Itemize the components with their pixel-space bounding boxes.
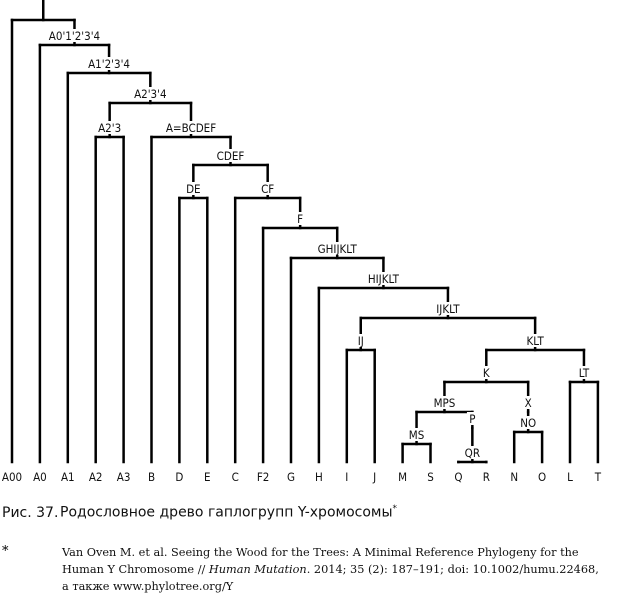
node-label-a2-3-4: A2'3'4 xyxy=(134,87,167,101)
label-background xyxy=(94,121,126,134)
leaf-label-o: O xyxy=(538,470,546,484)
node-label-ghijklt: GHIJKLT xyxy=(318,242,358,256)
label-background xyxy=(258,182,277,195)
label-background xyxy=(575,366,593,379)
haplogroup-tree: A00 A0'1'2'3'4 A0 A1'2'3'4 A1 A2'3'4 A2'3 A2 A3 A… xyxy=(2,0,602,484)
figure-title: Родословное древо гаплогрупп Y-хромосомы xyxy=(60,504,393,521)
label-background xyxy=(184,182,203,195)
node-label-a-eq-bcdef: A=BCDEF xyxy=(166,121,216,135)
label-background xyxy=(428,302,467,315)
leaf-label-a0: A0 xyxy=(33,470,47,484)
label-background xyxy=(480,366,492,379)
node-label-f: F xyxy=(297,212,303,226)
footnote-line-2-end: . 2014; 35 (2): 187–191; doi: 10.1002/hu… xyxy=(306,563,599,576)
leaf-label-a2: A2 xyxy=(89,470,103,484)
node-label-no: NO xyxy=(520,416,536,430)
leaf-label-g: G xyxy=(287,470,295,484)
label-background xyxy=(165,121,217,134)
label-background xyxy=(522,334,548,347)
label-background xyxy=(432,396,457,409)
label-background xyxy=(522,396,534,409)
node-label-a0-1-2-3-4: A0'1'2'3'4 xyxy=(49,29,100,43)
leaf-label-n: N xyxy=(510,470,518,484)
figure-caption: Рис. 37. Родословное древо гаплогрупп Y-х… xyxy=(2,504,397,521)
node-label-p: P xyxy=(469,412,475,426)
node-label-ijklt: IJKLT xyxy=(436,302,460,316)
footnote-line-2-start: Human Y Chromosome // xyxy=(62,563,209,576)
footnote-mark: * xyxy=(2,544,9,559)
node-label-ms: MS xyxy=(409,428,425,442)
leaf-label-m: M xyxy=(398,470,407,484)
label-background xyxy=(294,212,306,225)
leaf-label-c: C xyxy=(232,470,239,484)
node-label-hijklt: HIJKLT xyxy=(368,272,400,286)
footnote-line-3: а также www.phylotree.org/Y xyxy=(62,580,234,593)
leaf-label-h: H xyxy=(315,470,323,484)
leaf-label-d: D xyxy=(175,470,183,484)
label-background xyxy=(361,272,406,285)
leaf-label-f2: F2 xyxy=(257,470,270,484)
figure-number: Рис. 37. xyxy=(2,504,59,521)
node-label-lt: LT xyxy=(579,366,590,380)
leaf-label-s: S xyxy=(427,470,434,484)
node-label-cdef: CDEF xyxy=(217,149,245,163)
leaf-label-a00: A00 xyxy=(2,470,22,484)
leaf-label-r: R xyxy=(483,470,490,484)
leaf-label-a3: A3 xyxy=(117,470,131,484)
node-label-a1-2-3-4: A1'2'3'4 xyxy=(88,57,130,71)
leaf-label-i: I xyxy=(345,470,348,484)
node-label-x: X xyxy=(525,396,532,410)
node-label-qr: QR xyxy=(465,446,480,460)
leaf-label-t: T xyxy=(594,470,602,484)
footnote-reference: * xyxy=(392,504,398,514)
node-label-cf: CF xyxy=(261,182,274,196)
label-background xyxy=(311,242,364,255)
footnote-line-1: Van Oven M. et al. Seeing the Wood for t… xyxy=(62,546,579,559)
node-label-mps: MPS xyxy=(434,396,456,410)
node-label-ij: IJ xyxy=(358,334,364,348)
label-background xyxy=(79,57,139,70)
leaf-label-a1: A1 xyxy=(61,470,75,484)
leaf-label-j: J xyxy=(372,470,376,484)
leaf-label-l: L xyxy=(567,470,573,484)
leaf-label-q: Q xyxy=(454,470,462,484)
label-background xyxy=(519,416,537,429)
label-background xyxy=(466,412,478,425)
leaf-label-e: E xyxy=(204,470,211,484)
footnote: Van Oven M. et al. Seeing the Wood for t… xyxy=(62,544,618,595)
leaf-label-b: B xyxy=(148,470,155,484)
label-background xyxy=(127,87,173,100)
label-background xyxy=(38,29,111,42)
node-label-klt: KLT xyxy=(526,334,544,348)
label-background xyxy=(351,334,370,347)
footnote-line-2: Human Y Chromosome // Human Mutation. 20… xyxy=(62,561,618,578)
node-label-k: K xyxy=(483,366,490,380)
journal-title: Human Mutation xyxy=(208,563,307,576)
node-label-a2-3: A2'3 xyxy=(98,121,121,135)
label-background xyxy=(463,446,482,459)
label-background xyxy=(407,428,426,441)
node-label-de: DE xyxy=(186,182,201,196)
label-background xyxy=(214,149,247,162)
